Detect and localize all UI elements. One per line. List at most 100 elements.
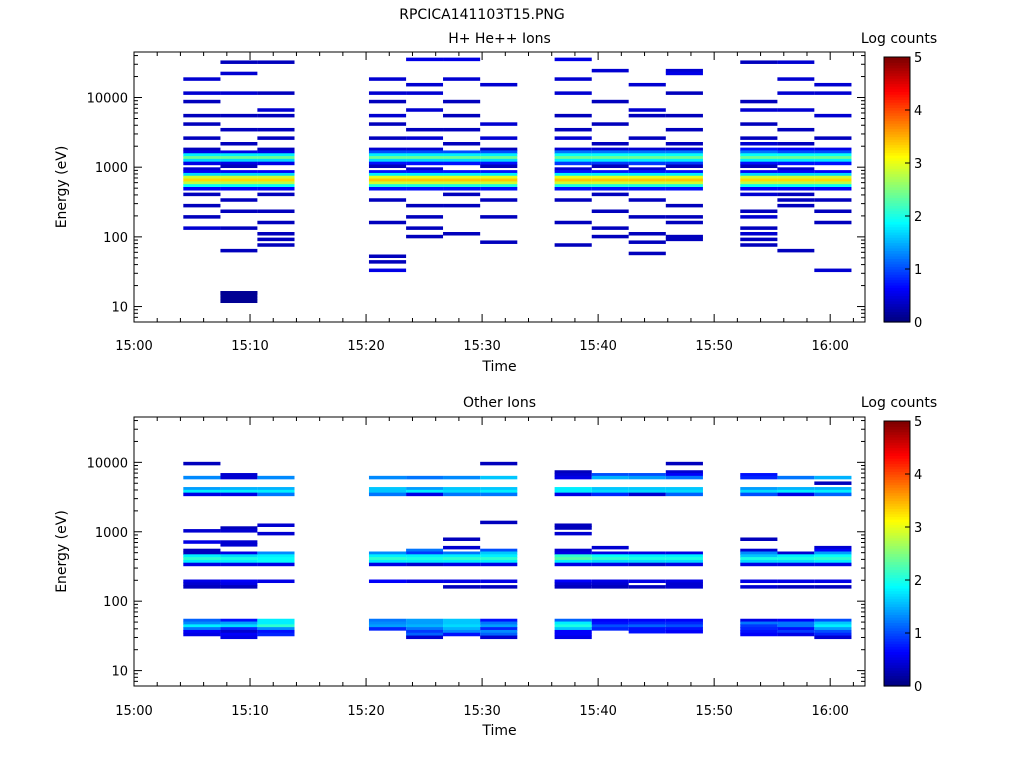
colorbar-tick-label: 0 xyxy=(914,680,922,695)
heatmap-cell xyxy=(814,91,852,95)
heatmap-cell xyxy=(220,291,258,295)
heatmap-cell xyxy=(591,562,629,567)
heatmap-cell xyxy=(665,559,703,564)
heatmap-cell xyxy=(183,156,221,160)
heatmap-cell xyxy=(443,629,481,634)
heatmap-cell xyxy=(814,579,852,584)
heatmap-cell xyxy=(257,127,295,132)
heatmap-cell xyxy=(183,489,221,494)
heatmap-cell xyxy=(183,122,221,126)
y-tick-label: 1000 xyxy=(95,526,128,541)
colorbar-strip xyxy=(884,213,910,217)
colorbar-strip xyxy=(884,476,910,480)
colorbar-strip xyxy=(884,561,910,565)
colorbar-strip xyxy=(884,306,910,310)
heatmap-cell xyxy=(183,91,221,95)
heatmap-cell xyxy=(777,621,815,626)
colorbar-strip xyxy=(884,123,910,127)
heatmap-cell xyxy=(443,181,481,185)
heatmap-cell xyxy=(814,487,852,491)
colorbar: 0 1 2 3 4 5 Log counts xyxy=(861,395,937,695)
colorbar-strip xyxy=(884,617,910,621)
heatmap-cell xyxy=(368,122,407,126)
heatmap-cell xyxy=(628,489,666,494)
heatmap-cell xyxy=(406,234,444,239)
colorbar-strip xyxy=(884,152,910,156)
heatmap-cell xyxy=(406,475,444,480)
colorbar-strip xyxy=(884,104,910,108)
colorbar-strip xyxy=(884,107,910,111)
heatmap-cell xyxy=(480,156,518,160)
colorbar-strip xyxy=(884,78,910,82)
colorbar-tick-label: 4 xyxy=(914,104,922,119)
colorbar-strip xyxy=(884,184,910,188)
heatmap-cell xyxy=(628,551,666,556)
heatmap-cell xyxy=(443,142,481,146)
heatmap-cell xyxy=(368,562,407,567)
plot-frame xyxy=(133,51,866,323)
heatmap-cell xyxy=(257,161,295,166)
y-tick-label: 10000 xyxy=(87,456,128,471)
heatmap-cell xyxy=(480,122,518,126)
heatmap-cell xyxy=(591,156,629,160)
colorbar-strip xyxy=(884,200,910,204)
colorbar-strip xyxy=(884,439,910,443)
heatmap-cell xyxy=(591,187,629,191)
heatmap-cell xyxy=(628,475,666,480)
colorbar-strip xyxy=(884,314,910,318)
heatmap-cell xyxy=(814,113,852,118)
heatmap-cell xyxy=(183,582,221,586)
heatmap-cell xyxy=(628,473,666,477)
colorbar-strip xyxy=(884,458,910,462)
colorbar-strip xyxy=(884,245,910,249)
heatmap-cell xyxy=(183,629,221,634)
heatmap-cell xyxy=(257,489,295,494)
heatmap-cell xyxy=(628,618,666,623)
heatmap-cell xyxy=(220,178,258,183)
heatmap-cell xyxy=(554,523,592,527)
heatmap-cell xyxy=(183,181,221,185)
heatmap-cell xyxy=(740,184,778,188)
colorbar-strip xyxy=(884,569,910,573)
heatmap-cell xyxy=(183,77,221,81)
heatmap-cell xyxy=(406,557,444,561)
heatmap-cell xyxy=(554,113,592,118)
x-tick-label: 15:10 xyxy=(231,704,268,719)
heatmap-cell xyxy=(257,579,295,584)
heatmap-cell xyxy=(406,492,444,497)
heatmap-cell xyxy=(368,147,407,152)
colorbar-title: Log counts xyxy=(861,31,937,47)
colorbar-strip xyxy=(884,479,910,483)
heatmap-cell xyxy=(554,624,592,628)
colorbar-strip xyxy=(884,160,910,164)
heatmap-cell xyxy=(368,187,407,191)
x-tick-label: 15:10 xyxy=(231,339,268,354)
colorbar-strip xyxy=(884,141,910,146)
heatmap-cell xyxy=(220,624,258,628)
heatmap-cell xyxy=(665,203,703,208)
heatmap-cell xyxy=(628,175,666,180)
heatmap-cell xyxy=(591,122,629,126)
heatmap-cell xyxy=(480,147,518,152)
heatmap-cell xyxy=(406,554,444,558)
heatmap-cell xyxy=(665,147,703,152)
heatmap-cell xyxy=(628,198,666,202)
x-tick-label: 15:50 xyxy=(695,704,732,719)
colorbar-strip xyxy=(884,218,910,222)
heatmap-cell xyxy=(665,153,703,157)
heatmap-cell xyxy=(443,178,481,183)
colorbar-strip xyxy=(884,444,910,449)
y-tick-label: 10000 xyxy=(87,92,128,107)
heatmap-cell xyxy=(628,559,666,564)
colorbar-strip xyxy=(884,625,910,629)
colorbar-strip xyxy=(884,550,910,555)
colorbar-strip xyxy=(884,255,910,259)
heatmap-cell xyxy=(257,136,295,140)
x-tick-label: 16:00 xyxy=(811,704,848,719)
colorbar-strip xyxy=(884,303,910,307)
heatmap-cell xyxy=(814,562,852,567)
heatmap-cell xyxy=(591,184,629,188)
colorbar-strip xyxy=(884,261,910,265)
heatmap-cell xyxy=(591,181,629,185)
heatmap-cell xyxy=(183,624,221,628)
